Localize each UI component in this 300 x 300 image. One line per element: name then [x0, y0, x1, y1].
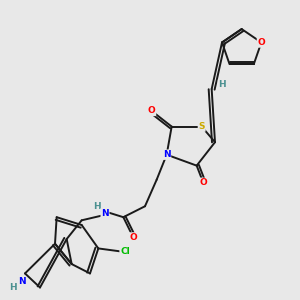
Text: O: O: [200, 178, 207, 187]
Text: N: N: [101, 208, 109, 217]
Text: N: N: [18, 277, 26, 286]
Text: O: O: [257, 38, 265, 47]
Text: H: H: [93, 202, 100, 211]
Text: N: N: [163, 150, 170, 159]
Text: H: H: [10, 283, 17, 292]
Text: O: O: [148, 106, 155, 116]
Text: S: S: [198, 122, 205, 131]
Text: O: O: [130, 233, 137, 242]
Text: Cl: Cl: [120, 247, 130, 256]
Text: H: H: [218, 80, 226, 89]
